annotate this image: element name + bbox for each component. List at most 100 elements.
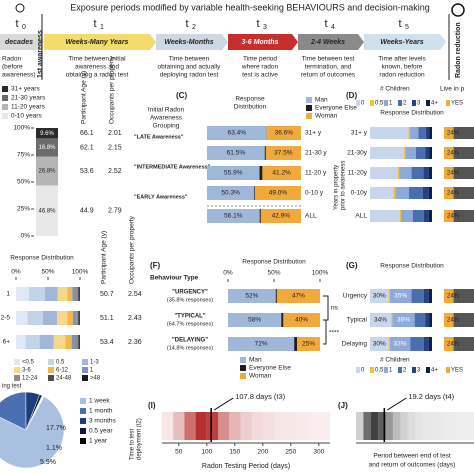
behaviour-share: (64.7% responses): [167, 321, 213, 327]
density-bin: [437, 412, 445, 440]
legend-label: 11-20 years: [11, 104, 46, 111]
density-bin: [173, 412, 185, 440]
bar-segment: [392, 313, 415, 327]
x-tick-label: 300: [313, 449, 324, 456]
bar-segment: [411, 289, 424, 303]
value-label: 1.1%: [46, 445, 62, 452]
pie-slice: [25, 394, 43, 431]
value-label: 61.5%: [227, 150, 246, 157]
legend-label: 0.5 year: [89, 428, 113, 435]
legend-label: 4+: [431, 101, 438, 107]
value-label: 30%: [373, 293, 386, 300]
legend-label: Woman: [249, 373, 272, 380]
stage-period: Weeks-Years: [380, 39, 423, 46]
group-label: "EARLY Awareness": [134, 194, 188, 200]
column-title: Occupants per property: [129, 215, 136, 284]
category-label: 11-20 y: [305, 170, 327, 177]
value-label: 24%: [447, 151, 460, 157]
bar-segment: [429, 127, 432, 139]
density-bin: [407, 412, 415, 440]
stage-index: 1: [100, 24, 104, 31]
bar-segment: [410, 337, 424, 351]
value-label: 33%: [394, 341, 407, 348]
value-label: 24%: [447, 171, 460, 177]
density-bin: [195, 412, 207, 440]
bar-segment: [75, 287, 79, 301]
awareness-icon: [15, 3, 25, 13]
group-label: "INTERMEDIATE Awareness": [134, 164, 211, 170]
bar-segment: [44, 287, 58, 301]
bar-yes: [444, 187, 454, 199]
panel-tag: (F): [150, 261, 161, 270]
density-bin: [162, 412, 174, 440]
value-label: 36%: [397, 317, 410, 324]
density-bin: [296, 412, 308, 440]
bar-segment: [370, 210, 400, 222]
bar-man: [207, 186, 255, 200]
legend-swatch: [80, 418, 86, 424]
bar-segment: [428, 210, 432, 222]
value-label: 24%: [447, 214, 460, 220]
annotation: 107.8 days (t3): [235, 392, 286, 401]
bar-segment: [418, 127, 426, 139]
legend-label: 0-10 years: [11, 113, 42, 120]
value-label: 16.8%: [38, 145, 56, 151]
behaviour-label: "TYPICAL": [174, 314, 206, 320]
occupant-value: 2.79: [108, 208, 122, 215]
value-label: 5.9%: [40, 459, 56, 466]
bar-yes: [444, 337, 454, 351]
age-value: 50.7: [100, 291, 114, 298]
y-tick-label: 0%: [21, 233, 31, 240]
bar-segment: [425, 127, 430, 139]
bar-man: [207, 166, 260, 180]
bar-segment: [16, 335, 26, 349]
density-bin: [451, 412, 460, 440]
bar-segment: [405, 147, 416, 159]
group-label: "LATE Awareness": [134, 134, 184, 140]
figure-title: Exposure periods modified by variable he…: [70, 2, 430, 12]
x-tick-label: 100%: [72, 269, 89, 276]
legend-label: 1-3: [90, 360, 99, 366]
density-bin: [392, 412, 401, 440]
density-bin: [444, 412, 452, 440]
stage-symbol: t: [15, 18, 18, 30]
density-bin: [285, 412, 297, 440]
legend-note: ing test: [2, 384, 22, 390]
bar-segment: [39, 335, 54, 349]
bar-segment: [399, 210, 401, 222]
column-segment: [36, 128, 58, 139]
density-bin: [459, 412, 467, 440]
stage-description: Time between: [169, 56, 210, 63]
category-label: ALL: [305, 213, 317, 220]
y-tick-label: 75%: [17, 152, 30, 159]
density-bin: [422, 412, 430, 440]
value-label: 42.9%: [272, 213, 291, 220]
legend-label: Man: [249, 357, 262, 364]
age-value: 44.9: [80, 208, 94, 215]
legend-swatch: [2, 104, 8, 110]
value-label: 55.9%: [224, 170, 243, 177]
legend-swatch: [412, 367, 416, 373]
bar-man: [228, 313, 282, 327]
column-segment: [36, 138, 58, 157]
stage-arrow: [298, 34, 364, 50]
significance: ns: [331, 305, 339, 312]
axis-title: deployment (t2): [137, 418, 143, 460]
stage-arrow: [228, 34, 298, 50]
stage-description: return of outcomes: [301, 72, 356, 79]
legend-swatch: [80, 398, 86, 404]
legend-swatch: [356, 367, 360, 373]
bar-segment: [72, 287, 76, 301]
legend-label: 6-12: [56, 368, 69, 374]
legend-swatch: [240, 365, 246, 371]
legend-label: 3-6: [22, 368, 31, 374]
bar-segment: [423, 289, 429, 303]
behaviour-share: (14.8% responses): [167, 345, 213, 351]
category-label: Urgency: [343, 293, 368, 300]
bar-segment: [409, 127, 419, 139]
value-label: 52%: [245, 293, 258, 300]
legend-swatch: [446, 367, 450, 373]
density-bin: [307, 412, 319, 440]
legend-swatch: [48, 367, 54, 373]
bar-segment: [408, 127, 410, 139]
